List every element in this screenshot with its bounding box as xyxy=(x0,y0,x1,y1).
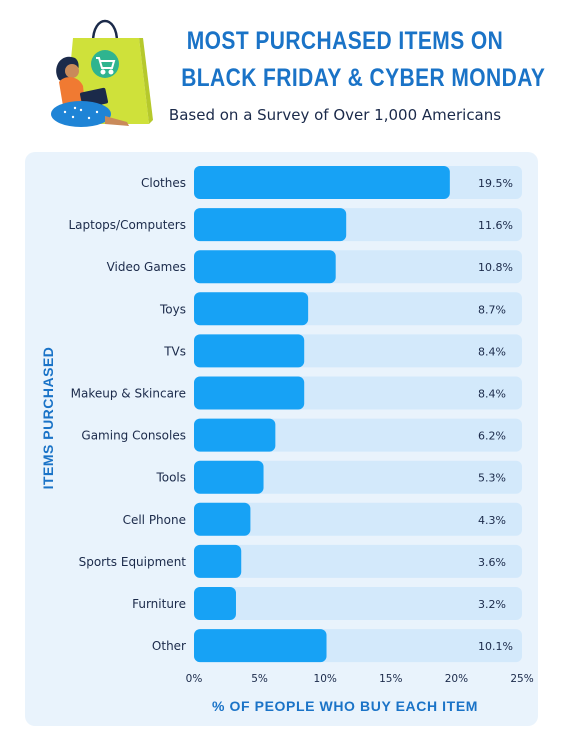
x-tick-label: 15% xyxy=(379,673,402,685)
bar xyxy=(194,376,305,410)
y-axis-label: ITEMS PURCHASED xyxy=(40,346,56,490)
value-label: 8.4% xyxy=(478,388,506,401)
category-label: Laptops/Computers xyxy=(68,218,186,232)
shopping-bag-side xyxy=(139,38,153,124)
category-label: TVs xyxy=(163,344,186,358)
bar xyxy=(194,166,450,199)
category-label: Sports Equipment xyxy=(79,555,187,569)
bag-handle xyxy=(91,20,119,43)
value-label: 8.4% xyxy=(478,345,506,358)
bar-track xyxy=(194,544,522,578)
value-label: 10.8% xyxy=(478,261,513,274)
value-label: 3.6% xyxy=(478,556,506,569)
bar-track xyxy=(194,460,522,494)
value-label: 8.7% xyxy=(478,303,506,316)
category-label: Tools xyxy=(155,471,186,485)
bar-track xyxy=(194,502,522,536)
value-label: 6.2% xyxy=(478,430,506,443)
x-tick-label: 5% xyxy=(251,673,268,685)
value-label: 19.5% xyxy=(478,177,513,190)
woman-skirt xyxy=(51,101,111,127)
woman-leg xyxy=(105,116,129,126)
category-label: Gaming Consoles xyxy=(81,429,186,443)
bar xyxy=(194,250,336,284)
x-axis-label: % OF PEOPLE WHO BUY EACH ITEM xyxy=(211,698,479,714)
bar xyxy=(194,418,276,452)
category-label: Makeup & Skincare xyxy=(71,387,186,401)
bar xyxy=(194,502,251,536)
skirt-dots xyxy=(63,106,99,120)
bar-track xyxy=(194,587,522,620)
bar xyxy=(194,587,236,620)
value-label: 4.3% xyxy=(478,514,506,527)
category-label: Clothes xyxy=(141,176,186,190)
woman-body xyxy=(59,77,85,106)
category-label: Video Games xyxy=(107,260,186,274)
category-label: Other xyxy=(152,639,186,653)
x-tick-label: 0% xyxy=(186,673,203,685)
category-label: Furniture xyxy=(132,597,186,611)
bar xyxy=(194,544,242,578)
bar xyxy=(194,292,309,326)
bar xyxy=(194,460,264,494)
woman-face xyxy=(65,64,79,78)
category-label: Toys xyxy=(159,302,186,316)
chart-title-line-2: BLACK FRIDAY & CYBER MONDAY xyxy=(181,64,546,92)
chart-subtitle: Based on a Survey of Over 1,000 American… xyxy=(168,106,502,124)
x-tick-label: 25% xyxy=(510,673,533,685)
bar xyxy=(194,629,327,663)
bar xyxy=(194,334,305,368)
value-label: 10.1% xyxy=(478,640,513,653)
x-tick-label: 10% xyxy=(314,673,337,685)
value-label: 11.6% xyxy=(478,219,513,232)
value-label: 5.3% xyxy=(478,472,506,485)
x-tick-label: 20% xyxy=(445,673,468,685)
category-label: Cell Phone xyxy=(123,513,186,527)
value-label: 3.2% xyxy=(478,598,506,611)
bar xyxy=(194,208,347,242)
shopping-illustration xyxy=(51,20,153,127)
chart-title-line-1: MOST PURCHASED ITEMS ON xyxy=(186,27,504,55)
bar-track xyxy=(194,418,522,452)
shopping-cart-icon xyxy=(96,57,116,75)
